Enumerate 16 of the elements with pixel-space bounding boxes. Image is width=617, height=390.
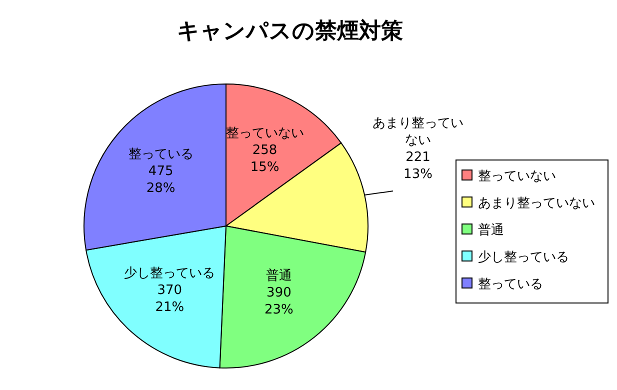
legend-label: あまり整っていない: [478, 196, 595, 211]
slice-label: 整っている: [128, 147, 194, 162]
slice-label: あまり整っていない: [372, 116, 464, 148]
slice-label: 少し整っている: [124, 266, 216, 281]
slice-label: 整っていない: [226, 126, 304, 142]
legend-label: 少し整っている: [478, 250, 569, 265]
legend-label: 普通: [478, 222, 504, 238]
legend-label: 整っていない: [478, 169, 556, 184]
data-label: 221 13%: [404, 150, 432, 182]
data-label: 258 15%: [250, 143, 280, 176]
data-label: 475 28%: [146, 164, 176, 196]
chart-title: キャンパスの禁煙対策: [177, 18, 403, 44]
legend-label: 整っている: [478, 277, 543, 292]
data-label: 390 23%: [264, 286, 294, 318]
slice-label: 普通: [266, 268, 292, 284]
data-label: 370 21%: [155, 282, 184, 315]
